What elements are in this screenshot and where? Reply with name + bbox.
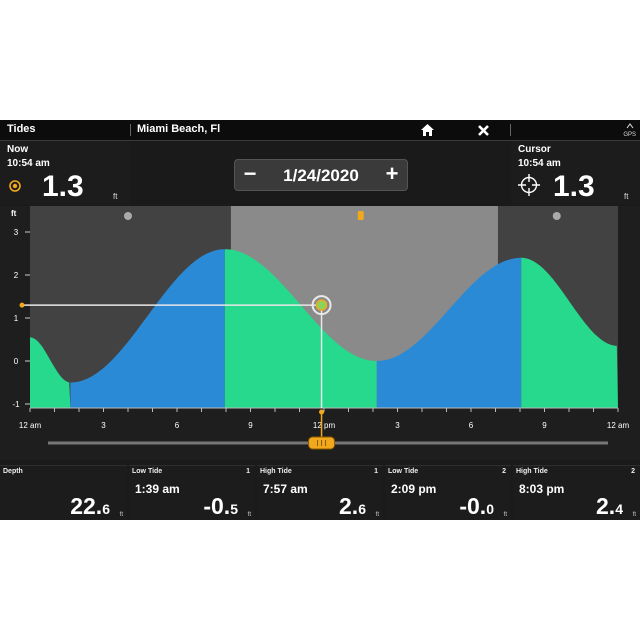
value-decimal: 5 [230,501,238,517]
x-tick-label: 9 [542,421,547,430]
tide-panel-number: 1 [374,468,378,475]
satellite-icon [626,123,634,129]
value-decimal: 6 [358,501,366,517]
close-icon[interactable] [475,122,491,138]
value-whole: 22. [70,493,103,519]
tide-panel-unit: ft [247,512,251,518]
cursor-value: 1.3 [553,170,595,203]
value-decimal: 4 [615,501,623,517]
title-divider-right [510,124,511,136]
title-bar: Tides Miami Beach, Fl GPS [0,120,640,141]
tide-panel-time: 2:09 pm [391,482,437,496]
tide-panel-value: -0.0 [459,493,494,520]
y-axis-label: ft [11,209,17,218]
gps-label: GPS [623,132,636,138]
tide-panel-label: Low Tide [132,468,163,475]
location-name: Miami Beach, Fl [137,123,221,135]
tide-panel-value: -0.5 [203,493,238,520]
falling-tide-segment [521,257,618,408]
now-panel: Now 10:54 am 1.3 ft [0,141,130,205]
tide-panel-time: 1:39 am [135,482,180,496]
cursor-panel: Cursor 10:54 am 1.3 ft [511,141,640,205]
rising-tide-segment [376,257,522,408]
date-display: 1/24/2020 [283,166,359,185]
moon-icon [124,212,132,220]
home-icon[interactable] [419,122,435,138]
tide-panel-unit: ft [503,512,507,518]
tide-panel-unit: ft [119,512,123,518]
tide-panel-label: High Tide [516,468,548,475]
tide-panel-0: Depth 22.6 ft [0,465,127,520]
tide-chart-svg[interactable]: ft 3 2 1 0 -1 12 am 3 6 9 12 pm 3 6 9 12 am [0,206,640,460]
falling-tide-segment [224,249,377,408]
title-divider [130,124,131,136]
cursor-time: 10:54 am [518,158,561,169]
value-whole: 2. [596,493,616,519]
x-tick-label: 12 am [19,421,42,430]
cursor-title: Cursor [518,144,551,155]
x-tick-label: 12 am [607,421,630,430]
y-tick-label: 0 [14,357,19,366]
value-whole: -0. [203,493,231,519]
position-marker-icon [9,180,21,192]
now-value: 1.3 [42,170,84,203]
x-tick-label: 9 [248,421,253,430]
rising-tide-segment [70,249,225,408]
tide-panel-number: 1 [246,468,250,475]
next-day-button[interactable]: + [385,161,399,186]
tide-panel-label: Depth [3,468,23,475]
y-tick-label: 1 [14,314,19,323]
x-tick-label: 6 [175,421,180,430]
value-whole: 2. [339,493,359,519]
now-title: Now [7,144,29,155]
value-decimal: 6 [102,501,110,517]
x-tick-label: 3 [101,421,106,430]
tide-panel-number: 2 [631,468,635,475]
tide-panel-2: High Tide 1 7:57 am 2.6 ft [257,465,383,520]
cursor-unit: ft [624,192,629,201]
now-time: 10:54 am [7,158,50,169]
falling-tide-segment [30,337,71,408]
x-tick-label: 12 pm [313,421,336,430]
tide-panel-1: Low Tide 1 1:39 am -0.5 ft [129,465,255,520]
gps-status: GPS [623,123,636,139]
cursor-y-marker [19,302,25,308]
tide-panel-unit: ft [375,512,379,518]
tide-panel-3: Low Tide 2 2:09 pm -0.0 ft [385,465,511,520]
x-tick-label: 6 [469,421,474,430]
y-tick-label: 3 [14,228,19,237]
tide-panel-unit: ft [632,512,636,518]
y-tick-label: 2 [14,271,19,280]
date-selector: − 1/24/2020 + [234,159,408,191]
tide-panel-label: High Tide [260,468,292,475]
x-tick-label: 3 [395,421,400,430]
tide-panel-label: Low Tide [388,468,419,475]
tide-panel-value: 2.6 [339,493,366,520]
tide-panel-4: High Tide 2 8:03 pm 2.4 ft [513,465,640,520]
tides-screen: Tides Miami Beach, Fl GPS Now 10:54 am 1… [0,120,640,520]
page-title: Tides [7,123,36,135]
now-unit: ft [113,192,118,201]
tide-panel-time: 8:03 pm [519,482,565,496]
value-whole: -0. [459,493,487,519]
tide-panel-value: 2.4 [596,493,623,520]
tide-panel-time: 7:57 am [263,482,308,496]
cursor-crosshair-icon [311,295,332,316]
tide-panel-number: 2 [502,468,506,475]
sun-icon [357,211,364,220]
previous-day-button[interactable]: − [243,161,257,186]
crosshair-icon [518,174,540,196]
tide-chart[interactable]: ft 3 2 1 0 -1 12 am 3 6 9 12 pm 3 6 9 12 am [0,206,640,460]
value-decimal: 0 [486,501,494,517]
cursor-point [315,299,328,311]
y-tick-label: -1 [12,400,20,409]
tide-panel-value: 22.6 [70,493,110,520]
moon-icon [552,212,561,220]
